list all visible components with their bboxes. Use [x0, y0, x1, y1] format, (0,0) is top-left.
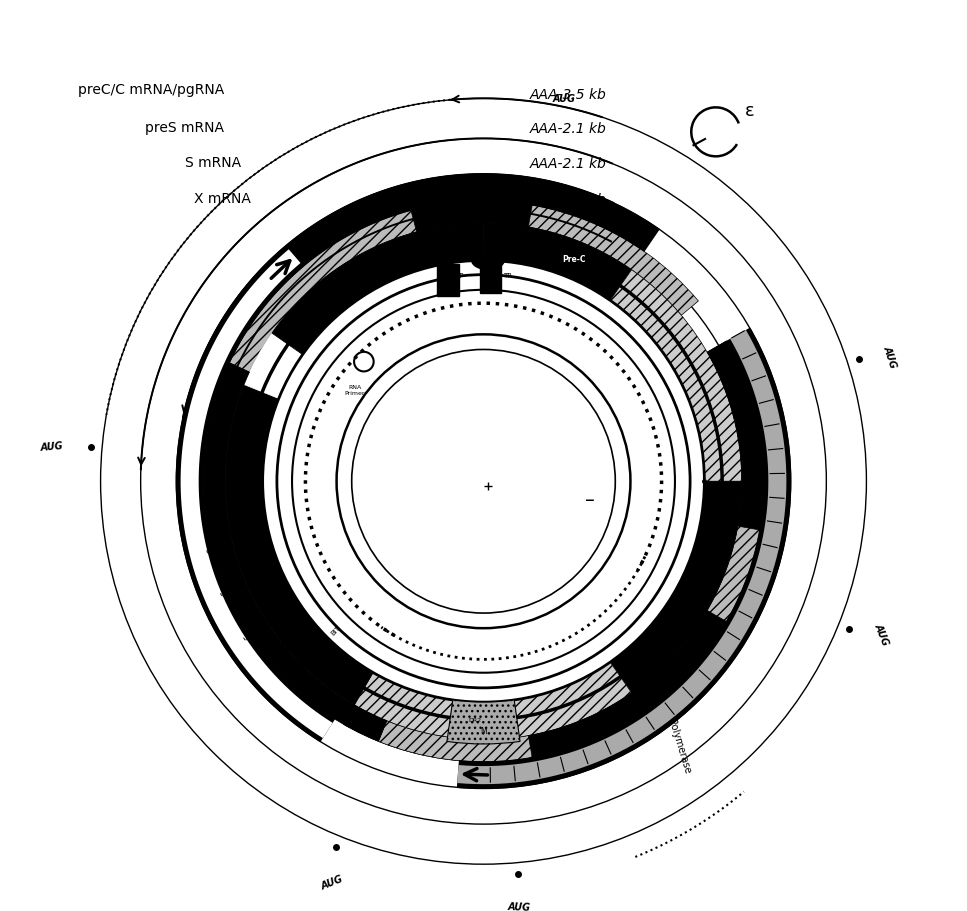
- Text: S: S: [220, 588, 230, 595]
- Text: AUG: AUG: [872, 620, 891, 646]
- Wedge shape: [610, 271, 742, 482]
- Wedge shape: [354, 662, 631, 740]
- Text: X mRNA: X mRNA: [194, 192, 251, 206]
- Text: RNA
Primer: RNA Primer: [344, 384, 366, 395]
- Wedge shape: [610, 482, 742, 693]
- Text: BIT: BIT: [330, 623, 341, 636]
- Wedge shape: [343, 342, 764, 762]
- Text: preS mRNA: preS mRNA: [145, 121, 224, 135]
- Text: AUG: AUG: [319, 873, 344, 891]
- Wedge shape: [631, 610, 726, 711]
- Text: preS: preS: [206, 545, 220, 564]
- Wedge shape: [378, 693, 644, 762]
- Wedge shape: [447, 701, 520, 744]
- Wedge shape: [528, 680, 663, 758]
- Text: AUG: AUG: [40, 441, 64, 453]
- Ellipse shape: [471, 251, 505, 271]
- Text: Polymerase: Polymerase: [666, 717, 692, 774]
- Wedge shape: [484, 224, 631, 301]
- Text: AAA-0.7 kb: AAA-0.7 kb: [530, 193, 606, 207]
- Wedge shape: [244, 333, 303, 399]
- Bar: [480, 261, 501, 293]
- Text: DR2: DR2: [469, 717, 482, 722]
- Text: AUG: AUG: [552, 94, 575, 104]
- Wedge shape: [272, 224, 484, 355]
- Text: Pre-C: Pre-C: [562, 254, 585, 263]
- Text: AAA-2.1 kb: AAA-2.1 kb: [530, 158, 606, 171]
- Wedge shape: [411, 201, 532, 232]
- Bar: [437, 264, 458, 296]
- Wedge shape: [225, 373, 373, 705]
- Text: preC/C mRNA/pgRNA: preC/C mRNA/pgRNA: [78, 83, 224, 97]
- Text: AAA-3.5 kb: AAA-3.5 kb: [530, 87, 606, 102]
- Wedge shape: [707, 342, 764, 530]
- Text: S mRNA: S mRNA: [185, 157, 242, 170]
- Text: TP: TP: [503, 272, 512, 279]
- Text: M: M: [481, 726, 486, 735]
- Text: SP: SP: [455, 272, 464, 279]
- Text: AAA-2.1 kb: AAA-2.1 kb: [530, 121, 606, 136]
- Wedge shape: [229, 201, 698, 373]
- Text: AUG: AUG: [507, 901, 531, 911]
- Text: ε: ε: [745, 101, 754, 119]
- Wedge shape: [203, 363, 387, 742]
- Text: AUG: AUG: [882, 344, 899, 369]
- Text: –: –: [585, 490, 596, 509]
- Text: S: S: [243, 630, 253, 639]
